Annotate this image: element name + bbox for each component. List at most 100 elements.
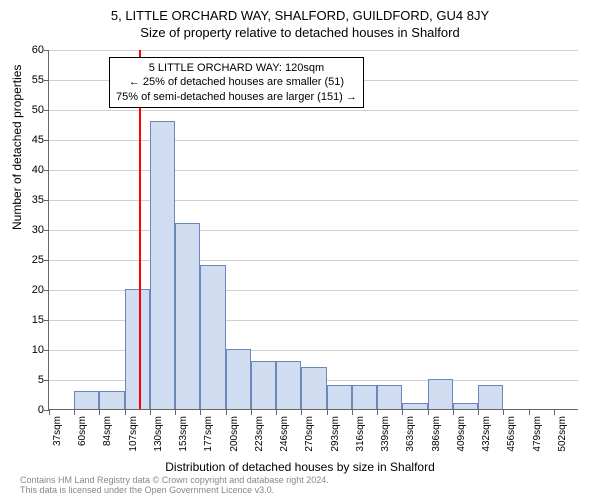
ytick-mark <box>44 80 49 81</box>
xtick-label: 37sqm <box>52 416 63 446</box>
gridline <box>49 230 578 231</box>
histogram-bar <box>352 385 377 409</box>
ytick-label: 55 <box>4 74 44 86</box>
gridline <box>49 200 578 201</box>
ytick-label: 60 <box>4 44 44 56</box>
xtick-label: 293sqm <box>330 416 341 452</box>
ytick-label: 30 <box>4 224 44 236</box>
xtick-mark <box>503 410 504 415</box>
ytick-mark <box>44 320 49 321</box>
ytick-mark <box>44 110 49 111</box>
histogram-bar <box>74 391 99 409</box>
xtick-mark <box>554 410 555 415</box>
plot-area: 05101520253035404550556037sqm60sqm84sqm1… <box>48 50 578 410</box>
xtick-label: 363sqm <box>405 416 416 452</box>
xtick-label: 130sqm <box>153 416 164 452</box>
xtick-mark <box>352 410 353 415</box>
histogram-bar <box>478 385 503 409</box>
histogram-bar <box>276 361 301 409</box>
subtitle: Size of property relative to detached ho… <box>0 23 600 40</box>
xtick-label: 200sqm <box>229 416 240 452</box>
histogram-bar <box>150 121 175 409</box>
xtick-label: 432sqm <box>481 416 492 452</box>
gridline <box>49 110 578 111</box>
xtick-label: 153sqm <box>178 416 189 452</box>
histogram-bar <box>327 385 352 409</box>
xtick-label: 84sqm <box>102 416 113 446</box>
xtick-label: 316sqm <box>355 416 366 452</box>
xtick-label: 409sqm <box>456 416 467 452</box>
xtick-mark <box>402 410 403 415</box>
chart-area: 05101520253035404550556037sqm60sqm84sqm1… <box>48 50 578 410</box>
histogram-bar <box>402 403 427 409</box>
ytick-label: 20 <box>4 284 44 296</box>
histogram-bar <box>99 391 124 409</box>
ytick-label: 40 <box>4 164 44 176</box>
ytick-label: 50 <box>4 104 44 116</box>
annotation-box: 5 LITTLE ORCHARD WAY: 120sqm← 25% of det… <box>109 57 364 108</box>
ytick-mark <box>44 140 49 141</box>
histogram-bar <box>125 289 150 409</box>
xtick-label: 386sqm <box>431 416 442 452</box>
xtick-mark <box>377 410 378 415</box>
xtick-mark <box>226 410 227 415</box>
ytick-mark <box>44 230 49 231</box>
xtick-mark <box>453 410 454 415</box>
ytick-mark <box>44 200 49 201</box>
xtick-label: 107sqm <box>128 416 139 452</box>
ytick-mark <box>44 350 49 351</box>
ytick-mark <box>44 290 49 291</box>
x-axis-label: Distribution of detached houses by size … <box>0 460 600 474</box>
xtick-mark <box>301 410 302 415</box>
xtick-mark <box>99 410 100 415</box>
xtick-mark <box>327 410 328 415</box>
histogram-bar <box>428 379 453 409</box>
xtick-mark <box>200 410 201 415</box>
histogram-bar <box>453 403 478 409</box>
xtick-mark <box>49 410 50 415</box>
histogram-bar <box>200 265 225 409</box>
xtick-mark <box>276 410 277 415</box>
copyright-line2: This data is licensed under the Open Gov… <box>20 485 274 495</box>
ytick-label: 5 <box>4 374 44 386</box>
ytick-label: 15 <box>4 314 44 326</box>
ytick-label: 35 <box>4 194 44 206</box>
xtick-mark <box>478 410 479 415</box>
ytick-label: 25 <box>4 254 44 266</box>
histogram-bar <box>377 385 402 409</box>
xtick-label: 339sqm <box>380 416 391 452</box>
xtick-label: 246sqm <box>279 416 290 452</box>
ytick-mark <box>44 170 49 171</box>
gridline <box>49 50 578 51</box>
ytick-label: 0 <box>4 404 44 416</box>
ytick-mark <box>44 380 49 381</box>
histogram-bar <box>226 349 251 409</box>
xtick-label: 479sqm <box>532 416 543 452</box>
xtick-label: 177sqm <box>203 416 214 452</box>
xtick-label: 270sqm <box>304 416 315 452</box>
xtick-mark <box>125 410 126 415</box>
xtick-label: 502sqm <box>557 416 568 452</box>
address-title: 5, LITTLE ORCHARD WAY, SHALFORD, GUILDFO… <box>0 0 600 23</box>
xtick-mark <box>529 410 530 415</box>
gridline <box>49 260 578 261</box>
histogram-bar <box>175 223 200 409</box>
xtick-mark <box>428 410 429 415</box>
ytick-mark <box>44 260 49 261</box>
xtick-mark <box>150 410 151 415</box>
ytick-label: 10 <box>4 344 44 356</box>
annot-line3: 75% of semi-detached houses are larger (… <box>116 90 357 104</box>
annot-line1: 5 LITTLE ORCHARD WAY: 120sqm <box>116 61 357 75</box>
xtick-label: 223sqm <box>254 416 265 452</box>
xtick-mark <box>74 410 75 415</box>
gridline <box>49 170 578 171</box>
xtick-mark <box>251 410 252 415</box>
histogram-bar <box>301 367 326 409</box>
copyright-line1: Contains HM Land Registry data © Crown c… <box>20 475 329 485</box>
gridline <box>49 140 578 141</box>
xtick-mark <box>175 410 176 415</box>
annot-line2: ← 25% of detached houses are smaller (51… <box>116 75 357 89</box>
xtick-label: 60sqm <box>77 416 88 446</box>
ytick-label: 45 <box>4 134 44 146</box>
copyright-text: Contains HM Land Registry data © Crown c… <box>20 476 329 496</box>
